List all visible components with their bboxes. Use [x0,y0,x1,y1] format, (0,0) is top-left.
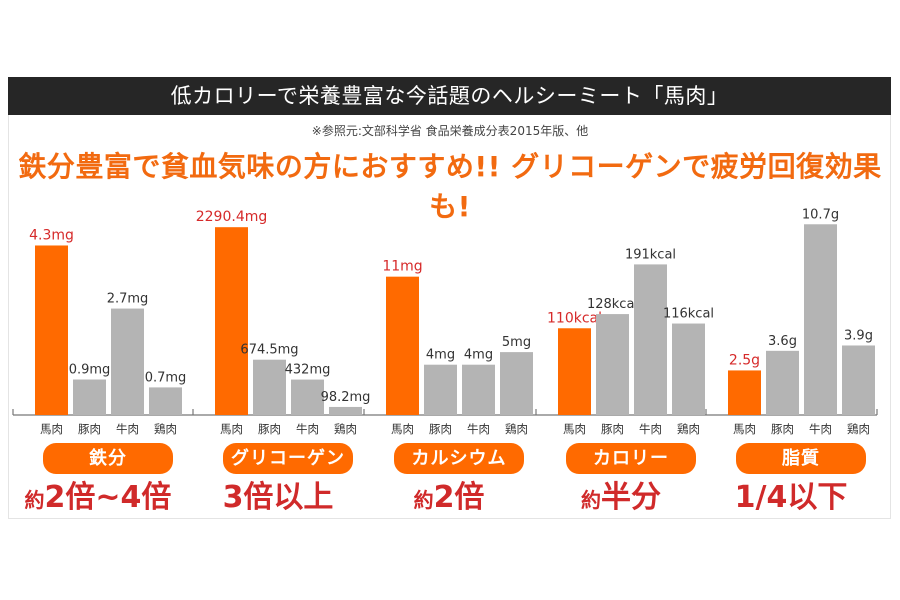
comparison-summary: 約2倍~4倍 [13,478,183,518]
category-label: 馬肉 [563,422,586,436]
summary-prefix: 約 [24,488,45,512]
summary-main: 3倍以上 [222,480,334,515]
comparison-summary: 3倍以上 [193,478,363,518]
comparison-summary: 約2倍 [364,478,534,518]
bar-4-0 [728,370,761,415]
nutrient-title-pill: 鉄分 [43,443,173,474]
category-label: 馬肉 [220,422,243,436]
bar-value-label: 98.2mg [321,390,371,405]
nutrient-title-pill: カルシウム [394,443,524,474]
category-label: 豚肉 [771,422,794,436]
bar-2-2 [462,364,495,415]
bar-3-1 [596,314,629,415]
nutrient-title-pill: カロリー [566,443,696,474]
summary-main: 半分 [601,480,661,515]
category-label: 鶏肉 [677,422,700,436]
category-label: 牛肉 [116,422,139,436]
summary-main: 1/4以下 [734,480,848,515]
bar-value-label: 11mg [382,259,422,275]
summary-main: 2倍~4倍 [44,480,172,515]
summary-prefix: 約 [581,488,601,512]
bar-2-0 [386,276,419,415]
bar-4-1 [766,350,799,415]
bar-2-1 [424,364,457,415]
bar-1-1 [253,359,286,415]
bar-value-label: 3.6g [768,334,797,349]
source-note: ※参照元:文部科学省 食品栄養成分表2015年版、他 [311,124,589,138]
bar-0-0 [35,245,68,415]
bar-value-label: 4mg [464,348,493,363]
bar-3-2 [634,264,667,415]
category-label: 鶏肉 [847,422,870,436]
bar-value-label: 10.7g [802,207,839,222]
bar-value-label: 674.5mg [240,343,298,358]
bar-value-label: 2.7mg [107,292,149,307]
title-bar: 低カロリーで栄養豊富な今話題のヘルシーミート「馬肉」 [8,77,891,115]
bar-value-label: 4mg [426,348,455,363]
comparison-summary: 約半分 [536,478,706,518]
bar-value-label: 110kcal [547,310,602,326]
category-label: 鶏肉 [505,422,528,436]
category-label: 豚肉 [601,422,624,436]
category-label: 馬肉 [40,422,63,436]
bar-1-3 [329,406,362,415]
nutrient-title-pill: グリコーゲン [223,443,353,474]
category-label: 馬肉 [733,422,756,436]
bar-value-label: 0.9mg [69,363,111,378]
bar-value-label: 432mg [285,363,331,378]
bar-3-0 [558,328,591,415]
category-label: 馬肉 [391,422,414,436]
bar-1-0 [215,227,248,415]
bar-value-label: 0.7mg [145,370,187,385]
comparison-summary: 1/4以下 [706,478,876,518]
bar-value-label: 191kcal [625,247,676,262]
bar-1-2 [291,379,324,415]
category-label: 豚肉 [258,422,281,436]
category-label: 豚肉 [429,422,452,436]
category-label: 豚肉 [78,422,101,436]
bar-value-label: 2290.4mg [196,209,268,225]
bar-value-label: 116kcal [663,307,714,322]
bar-value-label: 5mg [502,335,531,350]
bar-4-2 [804,224,837,415]
bar-0-2 [111,308,144,415]
summary-main: 2倍 [433,480,485,515]
category-label: 鶏肉 [334,422,357,436]
headline: 鉄分豊富で貧血気味の方におすすめ!! グリコーゲンで疲労回復効果も! [18,150,882,223]
bar-3-3 [672,323,705,415]
category-label: 牛肉 [639,422,662,436]
category-label: 牛肉 [467,422,490,436]
bar-0-3 [149,387,182,415]
bar-value-label: 4.3mg [29,227,74,243]
bar-value-label: 128kcal [587,297,638,312]
category-label: 鶏肉 [154,422,177,436]
nutrient-title-pill: 脂質 [736,443,866,474]
bar-value-label: 3.9g [844,328,873,343]
category-label: 牛肉 [809,422,832,436]
bar-value-label: 2.5g [729,352,760,368]
bar-2-3 [500,352,533,415]
bar-0-1 [73,379,106,415]
category-label: 牛肉 [296,422,319,436]
summary-prefix: 約 [413,488,434,512]
bar-4-3 [842,345,875,415]
